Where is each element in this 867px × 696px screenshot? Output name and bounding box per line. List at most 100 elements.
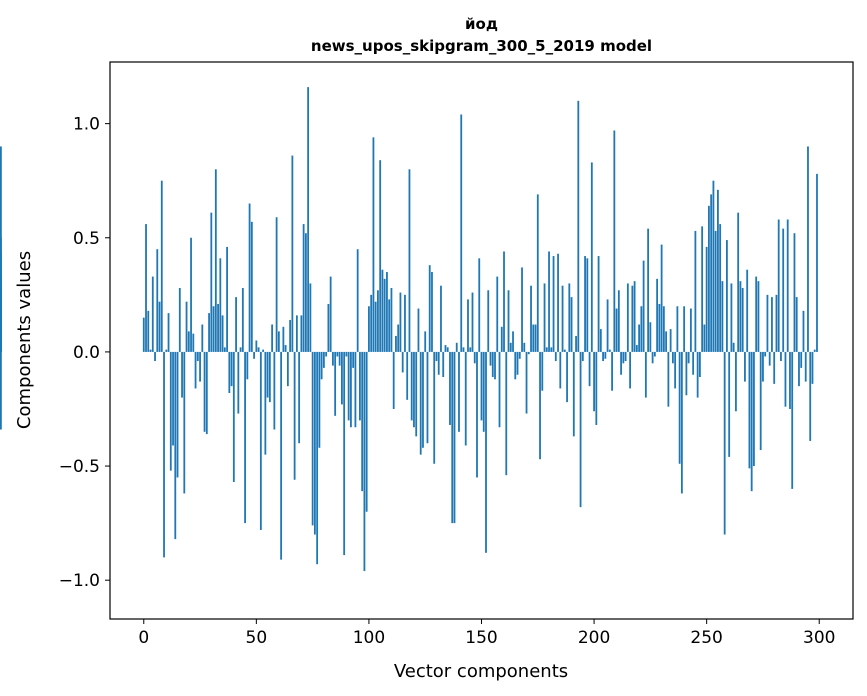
bar	[811, 351, 814, 384]
bar	[620, 351, 622, 375]
bar	[473, 351, 476, 364]
bar	[192, 333, 195, 352]
x-tick-label: 100	[353, 628, 385, 648]
bar	[687, 351, 690, 364]
bar	[232, 351, 235, 483]
bar	[431, 272, 433, 352]
bar	[313, 351, 316, 535]
bar	[710, 194, 713, 352]
bar	[451, 351, 454, 524]
bar	[597, 256, 600, 352]
bar	[0, 294, 2, 352]
x-tick-label: 250	[690, 628, 722, 648]
bar	[257, 347, 260, 352]
bar	[404, 294, 406, 352]
bar	[239, 347, 242, 352]
bar	[248, 203, 251, 352]
bar	[678, 351, 681, 464]
chart-subtitle: news_upos_skipgram_300_5_2019 model	[310, 37, 653, 55]
bar	[374, 301, 377, 352]
bar	[789, 351, 791, 409]
bar	[446, 347, 449, 352]
bar-series	[0, 87, 818, 572]
bar	[433, 351, 436, 464]
bar	[737, 212, 740, 352]
bar	[298, 351, 301, 444]
bar	[685, 351, 688, 396]
bar	[268, 351, 271, 403]
y-axis-ticks: −1.0 −0.5 0.0 0.5 1.0	[59, 115, 110, 591]
bar	[638, 324, 641, 352]
bar	[581, 351, 584, 362]
bar	[662, 306, 665, 352]
x-axis-ticks: 0 50 100 150 200 250 300	[138, 619, 835, 648]
x-tick-label: 50	[246, 628, 268, 648]
bar	[485, 351, 487, 553]
bar	[701, 226, 704, 352]
bar	[748, 351, 751, 469]
bar	[300, 315, 303, 352]
bar	[726, 240, 728, 352]
y-tick-label: 0.5	[73, 229, 100, 249]
bar	[626, 283, 629, 352]
bar	[345, 351, 348, 357]
bar	[568, 283, 571, 352]
bar	[181, 351, 183, 398]
bar	[205, 351, 208, 435]
bar	[399, 292, 402, 352]
bar	[512, 331, 514, 352]
y-tick-label: 1.0	[73, 115, 100, 135]
bar	[777, 219, 780, 352]
bar	[719, 224, 722, 352]
bar	[635, 345, 638, 352]
bar	[595, 351, 598, 425]
y-tick-label: 0.0	[73, 343, 100, 363]
bar	[210, 212, 213, 352]
bar	[669, 329, 672, 352]
bar	[284, 345, 287, 352]
bar	[699, 351, 701, 378]
bar	[250, 221, 253, 352]
bar	[611, 351, 613, 391]
bar	[476, 351, 478, 478]
bar	[617, 290, 620, 352]
bar	[228, 351, 231, 393]
bar	[750, 351, 753, 492]
bar	[507, 290, 510, 352]
bar	[813, 349, 816, 352]
bar	[807, 146, 809, 352]
bar	[156, 249, 159, 352]
bar	[410, 351, 413, 421]
bar	[586, 258, 589, 352]
bar	[453, 351, 456, 524]
bar	[280, 351, 283, 560]
bar	[557, 253, 559, 352]
bar	[334, 351, 337, 416]
x-tick-label: 200	[578, 628, 610, 648]
bar	[286, 351, 289, 387]
bar	[169, 351, 172, 471]
bar	[397, 324, 400, 352]
bar	[388, 299, 391, 352]
bar	[275, 217, 278, 352]
bar	[158, 301, 161, 352]
bar	[802, 310, 805, 352]
bar	[566, 351, 568, 403]
bar	[622, 351, 625, 364]
bar	[237, 351, 240, 414]
bar	[478, 258, 481, 352]
bar	[302, 224, 305, 352]
bar	[199, 351, 201, 382]
bar	[259, 351, 262, 530]
bar	[712, 180, 715, 352]
x-axis-label: Vector components	[394, 661, 568, 682]
bar	[640, 306, 643, 352]
bar	[277, 331, 280, 352]
bar	[172, 351, 174, 446]
bar	[356, 249, 359, 352]
bar	[289, 319, 292, 352]
bar	[293, 351, 296, 480]
bar	[728, 351, 731, 457]
bar	[579, 351, 582, 508]
bar	[680, 351, 683, 494]
